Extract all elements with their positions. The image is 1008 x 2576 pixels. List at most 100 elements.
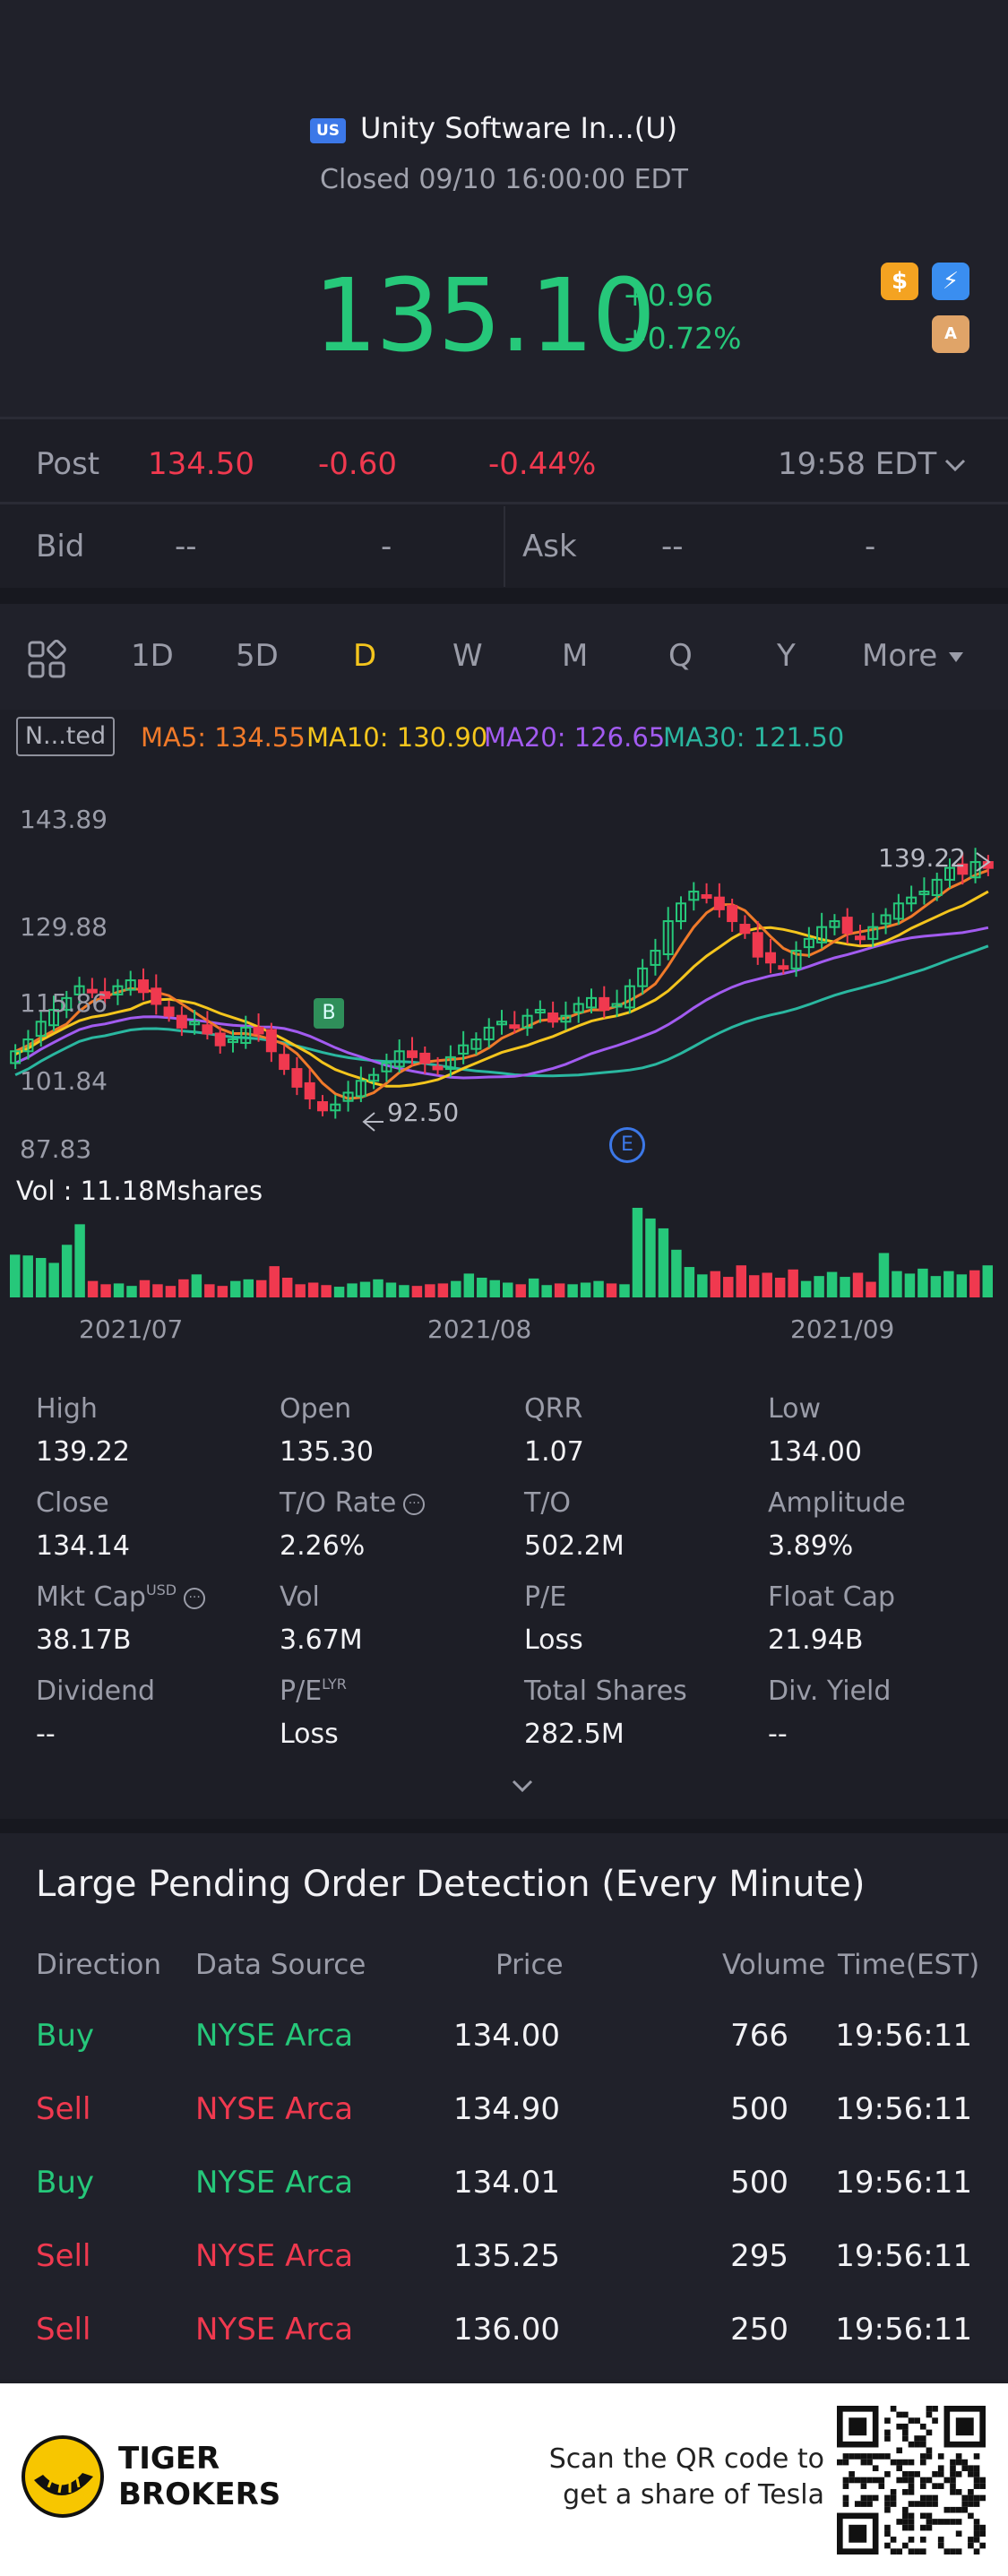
stack-icon[interactable]: A — [932, 315, 969, 353]
volume-bar — [762, 1272, 772, 1297]
stat-label: QRR — [524, 1393, 583, 1425]
tab-more[interactable]: More — [862, 638, 938, 674]
qr-module — [973, 2494, 980, 2502]
candle-body — [419, 1052, 431, 1064]
more-info-icon[interactable]: ··· — [403, 1493, 426, 1515]
qr-module — [908, 2417, 915, 2424]
low-arrow-icon — [362, 1112, 383, 1132]
candle-body — [534, 1009, 546, 1014]
tab-w[interactable]: W — [452, 638, 483, 674]
candle-body — [393, 1050, 405, 1068]
candle-body — [586, 996, 597, 1009]
candle-body — [650, 950, 661, 966]
qr-module — [902, 2435, 909, 2442]
caret-down-icon[interactable] — [948, 651, 964, 664]
section-gap — [0, 588, 1008, 604]
order-volume: 295 — [730, 2238, 788, 2274]
volume-bar — [373, 1279, 383, 1297]
tab-1d[interactable]: 1D — [131, 638, 174, 674]
chevron-down-icon[interactable] — [943, 452, 968, 478]
qr-module — [854, 2477, 861, 2484]
qr-module — [919, 2453, 926, 2460]
order-time: 19:56:11 — [835, 2091, 972, 2127]
qr-module — [884, 2542, 891, 2549]
volume-bar — [113, 1283, 125, 1297]
candle-body — [304, 1081, 315, 1100]
qr-module — [950, 2483, 956, 2489]
volume-bar — [152, 1284, 163, 1297]
qr-module — [908, 2477, 915, 2484]
qr-module — [961, 2506, 969, 2513]
ma5-line — [14, 868, 989, 1100]
stat-label: Low — [768, 1393, 822, 1425]
qr-module — [914, 2435, 920, 2442]
qr-module — [896, 2465, 903, 2472]
stat-label: High — [36, 1393, 98, 1425]
post-label: Post — [36, 446, 100, 482]
candle-body — [176, 1014, 187, 1029]
candle-body — [381, 1062, 392, 1073]
price-chart[interactable] — [0, 780, 1008, 1362]
candle-body — [355, 1080, 366, 1098]
candle-body — [688, 891, 700, 901]
qr-module — [884, 2429, 891, 2436]
volume-bar — [451, 1280, 461, 1297]
tab-d[interactable]: D — [353, 638, 377, 674]
qr-module — [908, 2501, 915, 2507]
x-tick: 2021/09 — [790, 1314, 895, 1344]
qr-module — [955, 2519, 962, 2525]
qr-module — [914, 2501, 920, 2507]
candle-body — [701, 894, 712, 900]
candle-body — [560, 1014, 572, 1023]
qr-module — [919, 2477, 926, 2484]
post-time[interactable]: 19:58 EDT — [778, 446, 937, 482]
ask-price: -- — [661, 529, 684, 564]
volume-bar — [126, 1286, 137, 1297]
order-volume: 766 — [730, 2018, 788, 2054]
market-status: Closed 09/10 16:00:00 EDT — [320, 164, 688, 195]
volume-bar — [139, 1279, 151, 1297]
candle-body — [841, 917, 853, 935]
candle-body — [99, 991, 111, 999]
divider — [504, 506, 505, 587]
candle-body — [790, 950, 802, 969]
qr-module — [955, 2530, 962, 2537]
tab-q[interactable]: Q — [668, 638, 693, 674]
candle-body — [611, 1003, 623, 1008]
dollar-icon[interactable]: $ — [881, 263, 918, 300]
qr-module — [884, 2530, 891, 2537]
tab-5d[interactable]: 5D — [236, 638, 279, 674]
volume-bar — [710, 1271, 721, 1297]
market-badge: US — [310, 118, 346, 143]
buy-marker[interactable]: B — [314, 998, 344, 1029]
earnings-marker[interactable]: E — [609, 1127, 645, 1163]
tab-m[interactable]: M — [562, 638, 589, 674]
qr-module — [902, 2429, 909, 2436]
tab-y[interactable]: Y — [777, 638, 796, 674]
qr-module — [854, 2501, 861, 2507]
brand-name-line2: BROKERS — [118, 2477, 281, 2512]
qr-module — [902, 2411, 909, 2418]
candle-body — [483, 1026, 495, 1041]
more-info-icon[interactable]: ··· — [184, 1587, 206, 1609]
adjust-toggle[interactable]: N...ted — [16, 717, 115, 756]
grid-icon[interactable] — [27, 640, 66, 679]
candle-body — [662, 920, 674, 956]
qr-module — [950, 2548, 956, 2554]
x-tick: 2021/07 — [79, 1314, 184, 1344]
stock-title[interactable]: Unity Software In...(U) — [360, 111, 678, 145]
qr-module — [968, 2537, 974, 2543]
candle-body — [163, 1006, 175, 1017]
qr-module — [961, 2459, 969, 2466]
candle-body — [48, 1009, 59, 1027]
volume-bar — [178, 1279, 189, 1297]
flash-icon[interactable]: ⚡ — [932, 263, 969, 300]
brand-name-line1: TIGER — [118, 2441, 220, 2477]
candle-body — [291, 1068, 303, 1088]
expand-chevron-icon[interactable] — [509, 1776, 536, 1796]
qr-module — [890, 2548, 897, 2554]
qr-module — [860, 2459, 867, 2466]
qr-module — [973, 2519, 980, 2525]
volume-bar — [904, 1273, 916, 1297]
qr-module — [961, 2494, 969, 2502]
